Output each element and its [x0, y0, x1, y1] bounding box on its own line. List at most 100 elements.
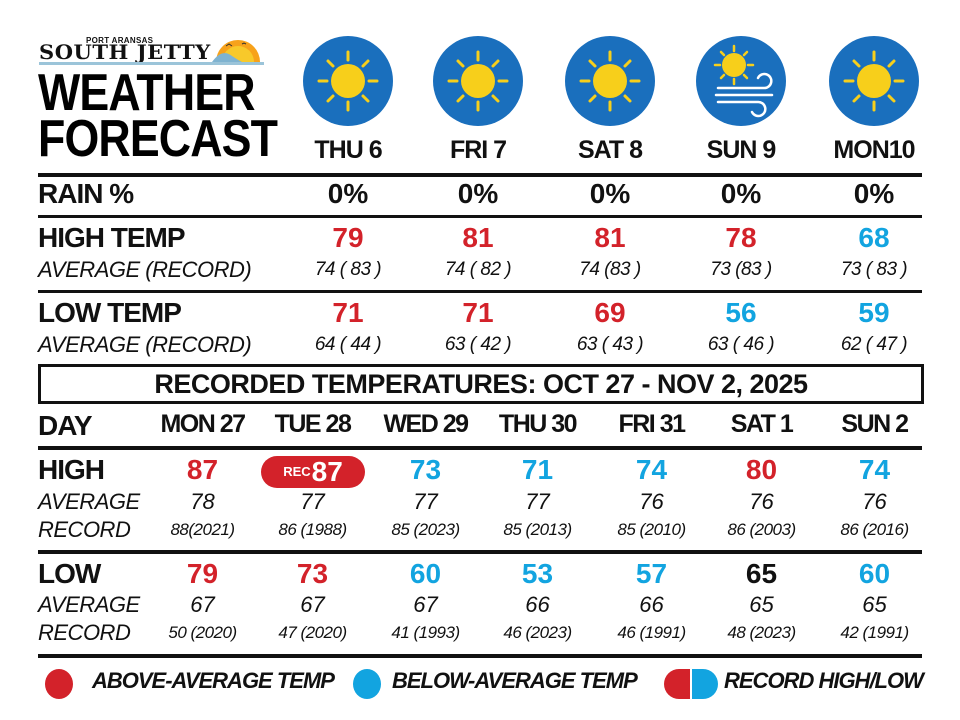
title-line-1: WEATHER [38, 64, 256, 122]
forecast-low: 71 [332, 297, 364, 328]
recorded-high-record: 86 (2003) [727, 520, 796, 539]
forecast-high: 81 [462, 222, 494, 253]
recorded-high-record: 85 (2010) [617, 520, 686, 539]
forecast-high: 78 [725, 222, 757, 253]
forecast-low: 56 [725, 297, 757, 328]
sunny-icon [565, 36, 655, 126]
recorded-low-record: 50 (2020) [168, 623, 237, 642]
rain-label: RAIN % [38, 178, 134, 209]
recorded-high-record: 85 (2013) [503, 520, 572, 539]
rain-value: 0% [589, 178, 631, 209]
recorded-low: 79 [186, 558, 219, 589]
forecast-day-header: FRI 7 [449, 136, 507, 164]
forecast-high-avg-record: 73 ( 83 ) [840, 259, 908, 280]
logo-sunset-icon [212, 38, 264, 62]
recorded-low-average: 67 [190, 592, 215, 617]
recorded-high-label: HIGH [38, 454, 105, 485]
recorded-high-average: 77 [300, 489, 325, 514]
recorded-low-record: 48 (2023) [727, 623, 796, 642]
forecast-low: 59 [858, 297, 890, 328]
recorded-high-average: 77 [413, 489, 438, 514]
recorded-low-record: 42 (1991) [840, 623, 909, 642]
recorded-high: 87 [311, 456, 343, 487]
forecast-low-avg-record: 62 ( 47 ) [840, 334, 908, 355]
recorded-day-header: SUN 2 [841, 410, 909, 438]
recorded-low: 60 [409, 558, 442, 589]
recorded-day-header: WED 29 [383, 410, 469, 438]
recorded-low-average: 65 [749, 592, 774, 617]
rain-value: 0% [327, 178, 369, 209]
recorded-low-average: 66 [525, 592, 550, 617]
recorded-low: 60 [858, 558, 891, 589]
recorded-low-average: 65 [862, 592, 887, 617]
divider [38, 550, 922, 554]
forecast-low: 71 [462, 297, 494, 328]
recorded-high: 87 [186, 454, 219, 485]
forecast-low-avg-record: 63 ( 42 ) [444, 334, 512, 355]
forecast-low: 69 [594, 297, 626, 328]
recorded-high-record-label: RECORD [38, 517, 131, 542]
forecast-low-avg-record: 63 ( 46 ) [707, 334, 775, 355]
recorded-low-average: 67 [300, 592, 325, 617]
divider [38, 215, 922, 218]
recorded-low-record-label: RECORD [38, 620, 131, 645]
high-temp-sublabel: AVERAGE (RECORD) [38, 257, 252, 282]
recorded-high-record: 86 (2016) [840, 520, 909, 539]
forecast-high: 79 [332, 222, 364, 253]
divider [38, 290, 922, 293]
recorded-day-header: TUE 28 [274, 410, 352, 438]
record-badge-label: REC [283, 464, 311, 479]
record-high-low-pill-icon [664, 669, 718, 699]
recorded-high-record: 85 (2023) [391, 520, 460, 539]
recorded-low-record: 46 (1991) [617, 623, 686, 642]
recorded-low-record: 41 (1993) [391, 623, 460, 642]
recorded-high-record: 86 (1988) [278, 520, 347, 539]
above-average-dot-icon [45, 669, 73, 699]
legend-record-high-low: RECORD HIGH/LOW [724, 668, 924, 693]
recorded-low-average: 66 [639, 592, 664, 617]
sunny-icon [829, 36, 919, 126]
forecast-high: 68 [858, 222, 890, 253]
low-temp-sublabel: AVERAGE (RECORD) [38, 332, 252, 357]
recorded-day-header: FRI 31 [618, 410, 686, 438]
divider [38, 173, 922, 177]
forecast-day-header: THU 6 [314, 136, 382, 164]
recorded-day-header: SAT 1 [730, 410, 794, 438]
recorded-low: 57 [635, 558, 668, 589]
rain-value: 0% [853, 178, 895, 209]
low-temp-label: LOW TEMP [38, 297, 182, 328]
forecast-low-avg-record: 63 ( 43 ) [576, 334, 644, 355]
logo-text: SOUTH JETTY [39, 40, 211, 64]
divider [38, 654, 922, 658]
forecast-high-avg-record: 74 ( 82 ) [444, 259, 512, 280]
recorded-low: 73 [296, 558, 329, 589]
recorded-high-average-label: AVERAGE [38, 489, 140, 514]
legend-above-average: ABOVE-AVERAGE TEMP [92, 668, 335, 693]
below-average-dot-icon [353, 669, 381, 699]
recorded-low-record: 46 (2023) [503, 623, 572, 642]
forecast-high: 81 [594, 222, 626, 253]
recorded-high-average: 77 [525, 489, 550, 514]
recorded-high: 80 [745, 454, 778, 485]
sunny-icon [303, 36, 393, 126]
recorded-high-average: 76 [639, 489, 664, 514]
recorded-low: 53 [521, 558, 554, 589]
record-high-badge: REC87 [261, 456, 365, 488]
high-temp-label: HIGH TEMP [38, 222, 186, 253]
recorded-high-average: 78 [190, 489, 215, 514]
recorded-high: 73 [409, 454, 442, 485]
rain-value: 0% [457, 178, 499, 209]
forecast-day-header: SAT 8 [578, 136, 643, 164]
day-column-label: DAY [38, 410, 93, 441]
forecast-high-avg-record: 74 ( 83 ) [314, 259, 382, 280]
recorded-day-header: THU 30 [498, 410, 578, 438]
recorded-day-header: MON 27 [160, 410, 246, 438]
sunny-icon [433, 36, 523, 126]
forecast-high-avg-record: 74 (83 ) [579, 259, 641, 280]
sunny-windy-icon [696, 36, 786, 126]
forecast-low-avg-record: 64 ( 44 ) [314, 334, 382, 355]
rain-value: 0% [720, 178, 762, 209]
recorded-low-label: LOW [38, 558, 101, 589]
recorded-high: 74 [858, 454, 891, 485]
forecast-day-header: SUN 9 [706, 136, 777, 164]
